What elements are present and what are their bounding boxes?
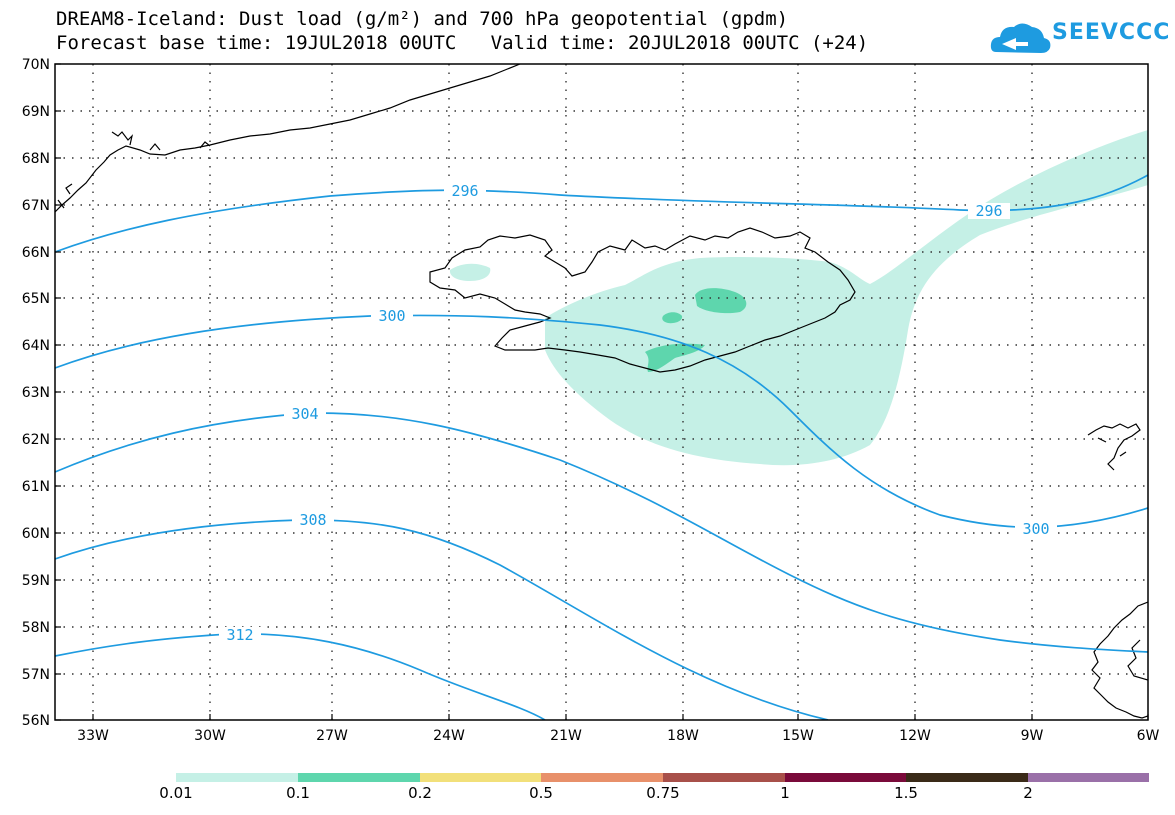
map-title: DREAM8-Iceland: Dust load (g/m²) and 700… — [56, 8, 789, 30]
lat-label: 57N — [22, 667, 50, 683]
colorbar-label: 1 — [780, 784, 790, 802]
map-subtitle: Forecast base time: 19JUL2018 00UTC Vali… — [56, 32, 869, 54]
lat-label: 67N — [22, 198, 50, 214]
lon-label: 18W — [667, 728, 699, 744]
colorbar-segment — [1028, 773, 1149, 782]
colorbar-segment — [663, 773, 785, 782]
lat-label: 65N — [22, 291, 50, 307]
colorbar-segment — [420, 773, 541, 782]
graticule — [55, 64, 1148, 720]
contour-308 — [55, 519, 829, 720]
contour-label: 300 — [378, 307, 405, 325]
lon-label: 27W — [316, 728, 348, 744]
contour-label: 304 — [291, 405, 318, 423]
contour-304 — [55, 412, 1148, 653]
contour-300 — [55, 314, 1148, 529]
dust-area-medium-3 — [645, 343, 705, 372]
lat-label: 66N — [22, 245, 50, 261]
axis-ticks — [55, 63, 1149, 721]
contour-312 — [55, 632, 546, 720]
lon-label: 12W — [899, 728, 931, 744]
lat-label: 58N — [22, 620, 50, 636]
lat-label: 56N — [22, 713, 50, 729]
colorbar-label: 2 — [1023, 784, 1033, 802]
dust-area-medium-2 — [662, 312, 683, 324]
colorbar-segment — [176, 773, 298, 782]
contour-label: 312 — [226, 626, 253, 644]
contour-label: 300 — [1022, 520, 1049, 538]
colorbar-label: 0.1 — [286, 784, 310, 802]
colorbar-label: 0.01 — [159, 784, 193, 802]
lat-label: 59N — [22, 573, 50, 589]
colorbar-label: 1.5 — [894, 784, 918, 802]
colorbar-segment — [298, 773, 420, 782]
lat-label: 60N — [22, 526, 50, 542]
lat-label: 68N — [22, 151, 50, 167]
lon-label: 9W — [1021, 728, 1044, 744]
colorbar-segment — [906, 773, 1028, 782]
lat-label: 63N — [22, 385, 50, 401]
lon-labels: 33W 30W 27W 24W 21W 18W 15W 12W 9W 6W — [77, 728, 1159, 744]
lat-label: 61N — [22, 479, 50, 495]
lon-label: 21W — [550, 728, 582, 744]
lon-label: 33W — [77, 728, 109, 744]
contour-label: 296 — [975, 202, 1002, 220]
iceland-coast — [429, 227, 856, 373]
contour-label: 308 — [299, 511, 326, 529]
lat-label: 64N — [22, 338, 50, 354]
geopotential-contours — [55, 174, 1148, 720]
cloud-logo-icon — [990, 23, 1051, 53]
lon-label: 30W — [194, 728, 226, 744]
lat-label: 62N — [22, 432, 50, 448]
logo-text: SEEVCCC — [1052, 20, 1171, 45]
lon-label: 6W — [1137, 728, 1160, 744]
colorbar-segment — [785, 773, 906, 782]
colorbar-label: 0.2 — [408, 784, 432, 802]
coastlines — [55, 64, 1148, 719]
dust-area-nw — [449, 263, 491, 281]
greenland-fjords — [57, 131, 211, 209]
contour-296 — [55, 174, 1148, 253]
scotland-coast — [1091, 601, 1148, 719]
colorbar-label: 0.75 — [646, 784, 680, 802]
lat-label: 69N — [22, 104, 50, 120]
colorbar-segment — [541, 773, 663, 782]
contour-label: 296 — [451, 182, 478, 200]
contour-label-layer: 296 296 300 300 304 308 312 — [219, 182, 1057, 644]
colorbar-label: 0.5 — [529, 784, 553, 802]
dust-load-layer — [449, 130, 1148, 466]
dust-area-medium-1 — [695, 288, 747, 314]
lat-label: 70N — [22, 57, 50, 73]
faroe-islands — [1087, 423, 1141, 471]
lon-label: 24W — [433, 728, 465, 744]
lon-label: 15W — [782, 728, 814, 744]
lat-labels: 70N 69N 68N 67N 66N 65N 64N 63N 62N 61N … — [22, 57, 50, 729]
greenland-coast — [55, 64, 521, 213]
